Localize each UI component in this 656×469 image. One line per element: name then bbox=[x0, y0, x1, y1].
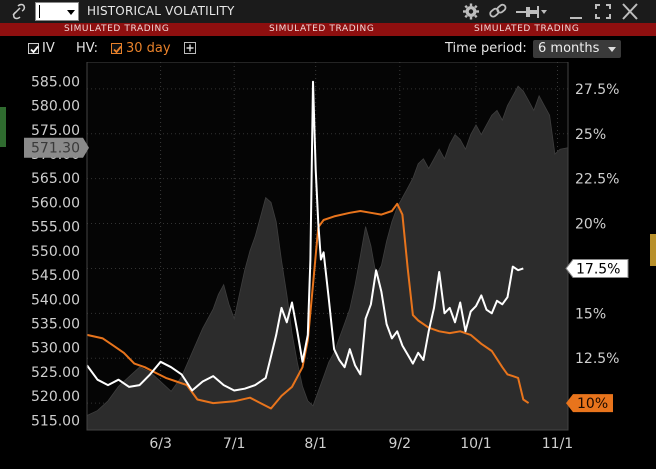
iv-label: IV bbox=[42, 41, 55, 56]
left-axis-tick-label: 565.00 bbox=[31, 171, 80, 187]
chain-link-icon[interactable] bbox=[488, 2, 508, 21]
window-title: HISTORICAL VOLATILITY bbox=[87, 4, 235, 18]
hv-checkbox[interactable] bbox=[111, 43, 122, 54]
chevron-down-icon bbox=[608, 47, 616, 52]
title-bar: HISTORICAL VOLATILITY bbox=[0, 0, 656, 23]
add-study-button[interactable] bbox=[184, 42, 196, 54]
right-axis-tick-label: 15% bbox=[575, 306, 606, 322]
checkmark-icon bbox=[30, 45, 39, 54]
neighbor-window-edge bbox=[650, 234, 656, 266]
iv-marker-badge bbox=[565, 258, 629, 278]
x-axis-tick-label: 9/2 bbox=[389, 436, 412, 452]
hv-series-line bbox=[86, 202, 530, 410]
left-axis-tick-label: 530.00 bbox=[31, 341, 80, 357]
time-period-label: Time period: bbox=[445, 41, 527, 56]
left-axis-tick-label: 555.00 bbox=[31, 220, 80, 236]
left-axis-tick-label: 585.00 bbox=[31, 74, 80, 90]
simulated-trading-label: SIMULATED TRADING bbox=[474, 24, 580, 34]
left-axis-tick-label: 580.00 bbox=[31, 99, 80, 115]
right-axis-tick-label: 27.5% bbox=[575, 82, 619, 98]
plus-icon bbox=[186, 44, 194, 52]
symbol-input[interactable] bbox=[35, 2, 79, 21]
x-axis-tick-label: 6/3 bbox=[149, 436, 172, 452]
pin-icon[interactable] bbox=[514, 2, 548, 21]
right-axis-tick-label: 12.5% bbox=[575, 351, 619, 367]
simulated-trading-label: SIMULATED TRADING bbox=[269, 24, 375, 34]
hv-period-label[interactable]: 30 day bbox=[126, 41, 171, 56]
x-axis-tick-label: 7/1 bbox=[223, 436, 246, 452]
price-marker-label: 571.30 bbox=[31, 141, 80, 157]
iv-marker-label: 17.5% bbox=[576, 261, 620, 277]
right-axis-tick-label: 20% bbox=[575, 217, 606, 233]
right-axis-tick-label: 22.5% bbox=[575, 172, 619, 188]
symbol-dropdown-icon[interactable] bbox=[67, 10, 75, 15]
simulated-trading-banner: SIMULATED TRADING SIMULATED TRADING SIMU… bbox=[0, 23, 656, 36]
gear-icon[interactable] bbox=[461, 2, 481, 21]
text-caret bbox=[39, 5, 40, 18]
neighbor-window-edge bbox=[0, 107, 6, 147]
left-axis-tick-label: 525.00 bbox=[31, 365, 80, 381]
left-axis-tick-label: 575.00 bbox=[31, 123, 80, 139]
plot-frame bbox=[86, 62, 569, 431]
left-axis-tick-label: 535.00 bbox=[31, 316, 80, 332]
checkmark-icon bbox=[113, 45, 122, 54]
time-period-select[interactable]: 6 months bbox=[533, 40, 621, 58]
link-icon[interactable] bbox=[9, 3, 29, 20]
maximize-icon[interactable] bbox=[593, 2, 613, 21]
hv-marker-badge bbox=[566, 394, 613, 413]
minimize-icon[interactable] bbox=[566, 2, 586, 21]
x-axis-tick-label: 11/1 bbox=[542, 436, 573, 452]
iv-checkbox[interactable] bbox=[28, 43, 39, 54]
price-area-series bbox=[86, 85, 569, 431]
time-period-value: 6 months bbox=[538, 41, 600, 56]
left-axis-tick-label: 550.00 bbox=[31, 244, 80, 260]
left-axis-tick-label: 545.00 bbox=[31, 268, 80, 284]
x-axis-tick-label: 10/1 bbox=[460, 436, 491, 452]
simulated-trading-label: SIMULATED TRADING bbox=[64, 24, 170, 34]
left-axis-tick-label: 515.00 bbox=[31, 413, 80, 429]
hv-label: HV: bbox=[76, 41, 98, 56]
iv-series-line bbox=[86, 80, 524, 392]
x-axis-tick-label: 8/1 bbox=[304, 436, 327, 452]
left-axis-tick-label: 520.00 bbox=[31, 389, 80, 405]
volatility-chart[interactable]: 515.00 520.00 525.00 530.00 535.00 540.00 545.… bbox=[0, 62, 656, 469]
left-axis-tick-label: 540.00 bbox=[31, 292, 80, 308]
price-marker-badge bbox=[24, 137, 89, 158]
close-icon[interactable] bbox=[620, 2, 640, 21]
hv-marker-label: 10% bbox=[577, 396, 608, 412]
left-axis-tick-label: 560.00 bbox=[31, 195, 80, 211]
right-axis-tick-label: 25% bbox=[575, 127, 606, 143]
